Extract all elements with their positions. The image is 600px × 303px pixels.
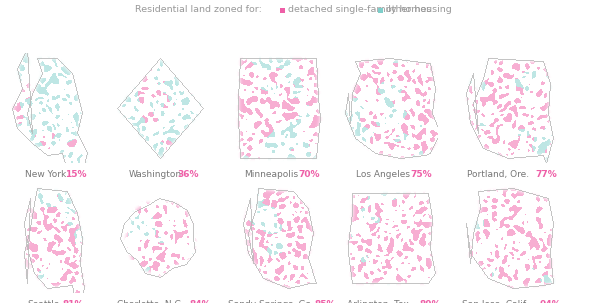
Text: New York: New York	[25, 170, 66, 179]
Bar	[378, 8, 383, 12]
Text: 15%: 15%	[65, 170, 86, 179]
Text: Arlington, Tex.: Arlington, Tex.	[347, 300, 412, 303]
Text: 89%: 89%	[419, 300, 441, 303]
Bar	[280, 8, 285, 12]
Text: Washington: Washington	[128, 170, 181, 179]
Text: Portland, Ore.: Portland, Ore.	[467, 170, 529, 179]
Text: 75%: 75%	[410, 170, 431, 179]
Text: Los Angeles: Los Angeles	[356, 170, 410, 179]
Text: Sandy Springs, Ga.: Sandy Springs, Ga.	[227, 300, 314, 303]
Text: Minneapolis: Minneapolis	[244, 170, 298, 179]
Text: 81%: 81%	[62, 300, 84, 303]
Text: detached single-family homes: detached single-family homes	[288, 5, 431, 15]
Text: 94%: 94%	[539, 300, 562, 303]
Text: 85%: 85%	[314, 300, 336, 303]
Text: Residential land zoned for:: Residential land zoned for:	[135, 5, 262, 15]
Text: Charlotte, N.C.: Charlotte, N.C.	[116, 300, 183, 303]
Text: San Jose, Calif.: San Jose, Calif.	[462, 300, 529, 303]
Text: 77%: 77%	[535, 170, 557, 179]
Text: 36%: 36%	[178, 170, 199, 179]
Text: Seattle: Seattle	[28, 300, 60, 303]
Text: 84%: 84%	[190, 300, 211, 303]
Text: 70%: 70%	[298, 170, 319, 179]
Text: other housing: other housing	[386, 5, 452, 15]
